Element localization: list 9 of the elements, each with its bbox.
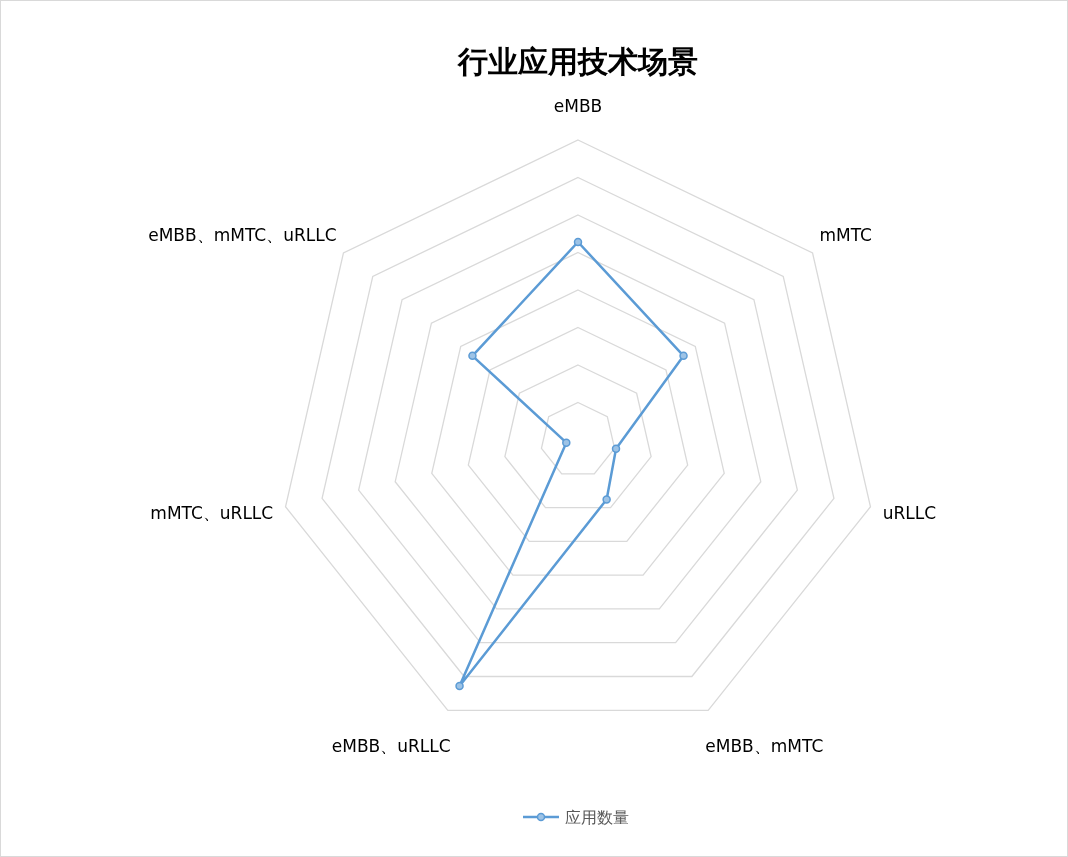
spoke-label: eMBB、uRLLC [331, 735, 451, 756]
spoke-label: uRLLC [882, 502, 937, 523]
legend-label: 应用数量 [565, 808, 629, 827]
spoke-label: mMTC、uRLLC [150, 502, 274, 523]
spoke-label: mMTC [819, 225, 872, 246]
spoke-label: eMBB、mMTC [705, 735, 824, 756]
spoke-label: eMBB、mMTC、uRLLC [148, 225, 337, 246]
spoke-label: eMBB [553, 96, 603, 116]
chart-title: 行业应用技术场景 [457, 44, 698, 79]
